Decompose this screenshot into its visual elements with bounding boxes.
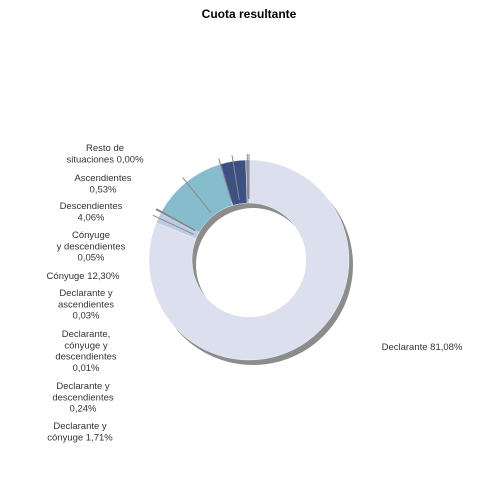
label-declarante: Declarante 81,08%: [382, 342, 463, 353]
leader-line-declarante-y-ascendientes: [156, 208, 196, 231]
label-declarante-y-conyuge: Declarante y cónyuge 1,71%: [47, 421, 113, 443]
leader-line-declarante-y-descendientes: [155, 209, 196, 232]
slice-declarante: [148, 159, 350, 361]
label-resto-de-situaciones: Resto de situaciones 0,00%: [66, 143, 144, 165]
label-descendientes: Descendientes 4,06%: [60, 201, 123, 223]
label-conyuge: Cónyuge 12,30%: [47, 271, 120, 282]
label-declarante-conyuge-y-descendientes: Declarante, cónyuge y descendientes 0,01%: [55, 329, 117, 374]
label-declarante-y-ascendientes: Declarante y ascendientes 0,03%: [58, 288, 114, 322]
label-declarante-y-descendientes: Declarante y descendientes 0,24%: [52, 381, 114, 415]
slice-labels: Resto de situaciones 0,00% Ascendientes 0,5…: [47, 143, 463, 443]
label-conyuge-y-descendientes: Cónyuge y descendientes 0,05%: [57, 230, 126, 264]
leader-line-descendientes: [231, 155, 240, 200]
leader-lines: [152, 154, 250, 235]
leader-line-conyuge: [182, 177, 212, 213]
label-ascendientes: Ascendientes 0,53%: [74, 173, 131, 195]
leader-line-conyuge-y-descendientes: [218, 158, 233, 202]
chart-title: Cuota resultante: [202, 7, 297, 21]
leader-line-declarante-y-conyuge: [152, 214, 194, 235]
leader-line-ascendientes: [246, 154, 249, 200]
